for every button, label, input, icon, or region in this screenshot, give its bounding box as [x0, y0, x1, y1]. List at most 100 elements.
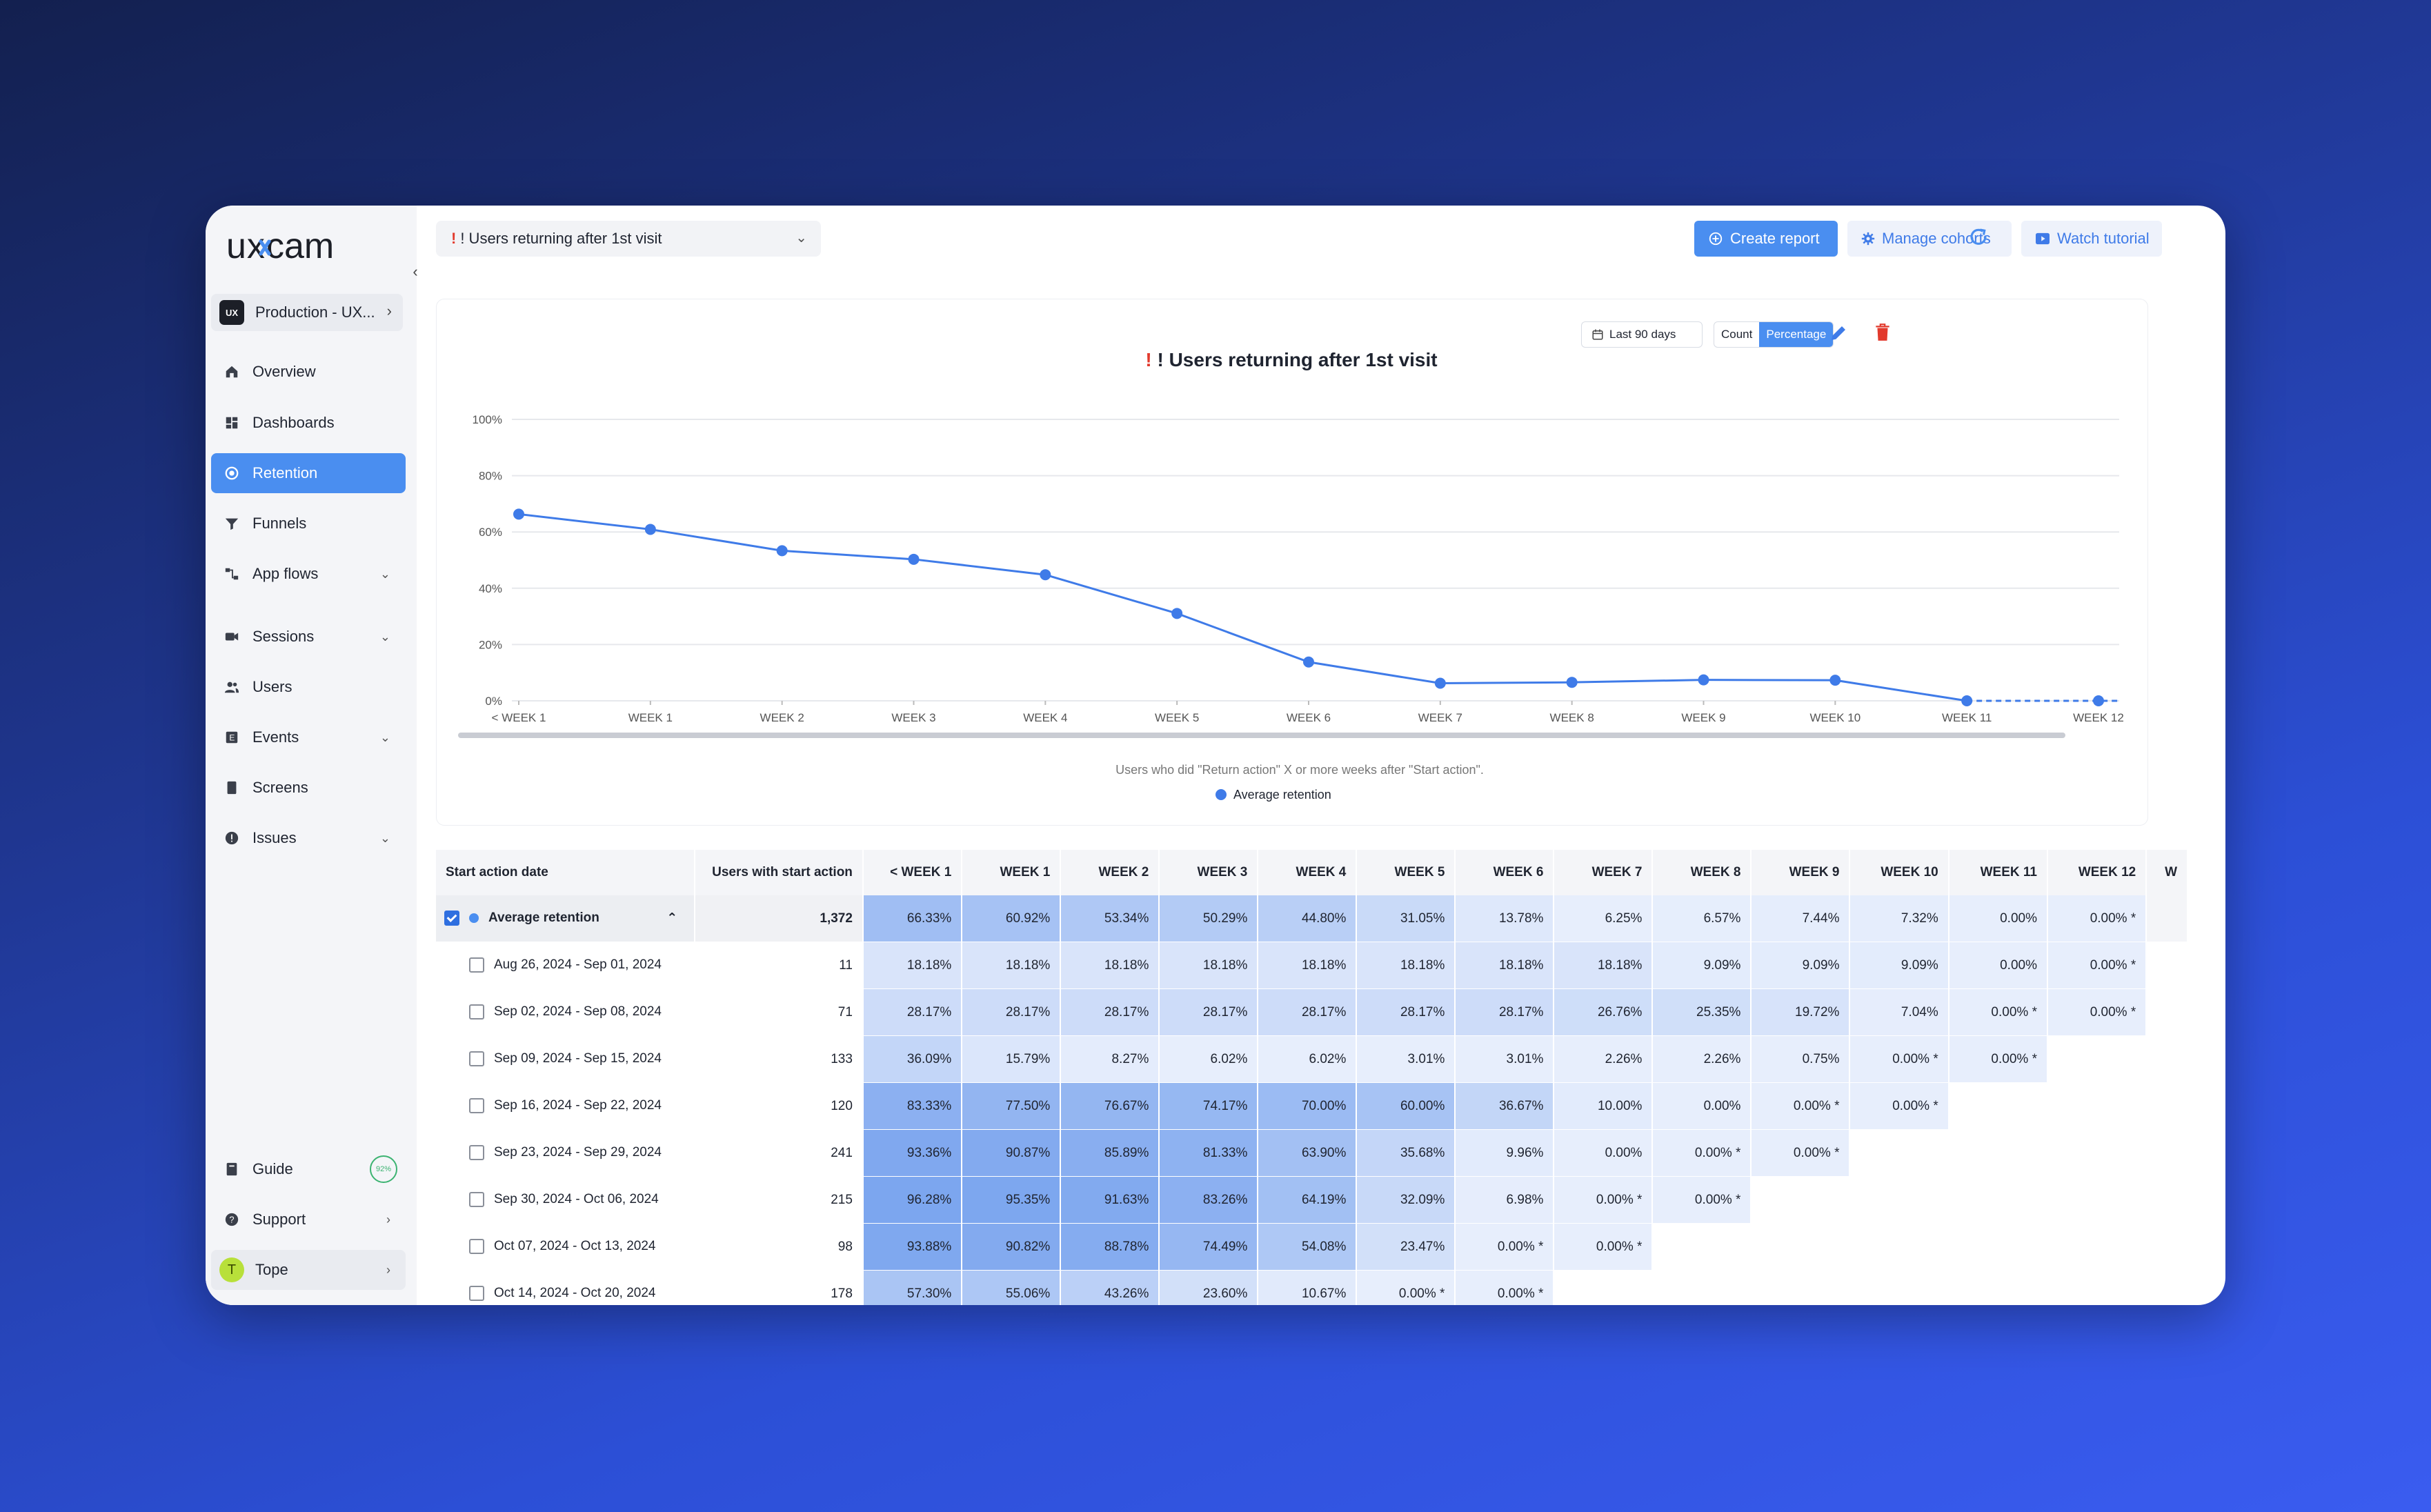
- retention-cell[interactable]: 6.25%: [1554, 895, 1654, 942]
- sidebar-item-users[interactable]: Users: [211, 667, 406, 707]
- retention-cell[interactable]: 6.02%: [1159, 1035, 1259, 1083]
- retention-cell[interactable]: 7.04%: [1849, 988, 1949, 1036]
- retention-cell[interactable]: 57.30%: [862, 1270, 963, 1305]
- row-checkbox[interactable]: [444, 911, 459, 926]
- retention-cell[interactable]: 88.78%: [1060, 1223, 1160, 1271]
- retention-cell[interactable]: 93.88%: [862, 1223, 963, 1271]
- retention-cell[interactable]: 9.09%: [1849, 942, 1949, 989]
- sidebar-item-issues[interactable]: Issues ⌄: [211, 818, 406, 858]
- row-checkbox[interactable]: [469, 1004, 484, 1020]
- retention-cell[interactable]: 0.00%: [1948, 942, 2048, 989]
- retention-cell[interactable]: 9.96%: [1455, 1129, 1555, 1177]
- retention-cell[interactable]: 76.67%: [1060, 1082, 1160, 1130]
- retention-cell[interactable]: 13.78%: [1455, 895, 1555, 942]
- column-header[interactable]: WEEK 6: [1455, 850, 1555, 895]
- retention-cell[interactable]: 83.26%: [1159, 1176, 1259, 1224]
- retention-cell[interactable]: 32.09%: [1356, 1176, 1456, 1224]
- column-header[interactable]: < WEEK 1: [862, 850, 963, 895]
- retention-cell[interactable]: 18.18%: [1258, 942, 1358, 989]
- retention-cell[interactable]: 0.75%: [1751, 1035, 1851, 1083]
- column-header[interactable]: WEEK 4: [1258, 850, 1358, 895]
- retention-cell[interactable]: 15.79%: [962, 1035, 1062, 1083]
- column-header[interactable]: W: [2146, 850, 2188, 895]
- retention-cell[interactable]: 28.17%: [1356, 988, 1456, 1036]
- column-header[interactable]: WEEK 10: [1849, 850, 1949, 895]
- table-row-average[interactable]: Average retention ⌃ 1,372 66.33% 60.92% 53.34…: [436, 895, 2188, 942]
- retention-cell[interactable]: 18.18%: [1455, 942, 1555, 989]
- retention-cell[interactable]: 81.33%: [1159, 1129, 1259, 1177]
- retention-cell[interactable]: 18.18%: [1060, 942, 1160, 989]
- retention-cell[interactable]: 70.00%: [1258, 1082, 1358, 1130]
- retention-cell[interactable]: 64.19%: [1258, 1176, 1358, 1224]
- table-row[interactable]: Sep 09, 2024 - Sep 15, 2024 133 36.09% 15.7…: [436, 1035, 2188, 1083]
- retention-cell[interactable]: 85.89%: [1060, 1129, 1160, 1177]
- retention-cell[interactable]: 93.36%: [862, 1129, 963, 1177]
- table-row[interactable]: Sep 30, 2024 - Oct 06, 2024 215 96.28% 95.3…: [436, 1176, 2188, 1224]
- retention-cell[interactable]: 6.98%: [1455, 1176, 1555, 1224]
- sidebar-item-events[interactable]: E Events ⌄: [211, 717, 406, 757]
- retention-cell[interactable]: 0.00% *: [1751, 1082, 1851, 1130]
- retention-cell[interactable]: 0.00% *: [1455, 1223, 1555, 1271]
- retention-cell[interactable]: 7.44%: [1751, 895, 1851, 942]
- column-header[interactable]: WEEK 3: [1159, 850, 1259, 895]
- retention-cell[interactable]: 31.05%: [1356, 895, 1456, 942]
- user-menu[interactable]: T Tope ›: [211, 1250, 406, 1290]
- retention-cell[interactable]: 0.00% *: [1751, 1129, 1851, 1177]
- retention-cell[interactable]: 18.18%: [862, 942, 963, 989]
- retention-cell[interactable]: 28.17%: [1258, 988, 1358, 1036]
- column-header[interactable]: Start action date: [436, 850, 696, 895]
- retention-cell[interactable]: 0.00% *: [1849, 1082, 1949, 1130]
- retention-cell[interactable]: 90.82%: [962, 1223, 1062, 1271]
- retention-cell[interactable]: 0.00% *: [1849, 1035, 1949, 1083]
- retention-cell[interactable]: 36.67%: [1455, 1082, 1555, 1130]
- row-checkbox[interactable]: [469, 1098, 484, 1114]
- row-checkbox[interactable]: [469, 1286, 484, 1302]
- retention-cell[interactable]: 18.18%: [1356, 942, 1456, 989]
- retention-cell[interactable]: 3.01%: [1356, 1035, 1456, 1083]
- refresh-icon[interactable]: [1966, 226, 1991, 251]
- retention-cell[interactable]: 8.27%: [1060, 1035, 1160, 1083]
- retention-cell[interactable]: 28.17%: [862, 988, 963, 1036]
- retention-cell[interactable]: 25.35%: [1652, 988, 1752, 1036]
- retention-cell[interactable]: 0.00%: [1948, 895, 2048, 942]
- chevron-up-icon[interactable]: ⌃: [666, 911, 678, 926]
- retention-cell[interactable]: 18.18%: [962, 942, 1062, 989]
- retention-cell[interactable]: 96.28%: [862, 1176, 963, 1224]
- retention-cell[interactable]: 0.00%: [1554, 1129, 1654, 1177]
- retention-cell[interactable]: 0.00% *: [1652, 1129, 1752, 1177]
- table-row[interactable]: Sep 02, 2024 - Sep 08, 2024 71 28.17% 28.17…: [436, 988, 2188, 1036]
- retention-cell[interactable]: 60.00%: [1356, 1082, 1456, 1130]
- report-selector[interactable]: ! ! Users returning after 1st visit ⌄: [436, 221, 821, 257]
- retention-cell[interactable]: 10.67%: [1258, 1270, 1358, 1305]
- retention-cell[interactable]: 2.26%: [1652, 1035, 1752, 1083]
- retention-cell[interactable]: 54.08%: [1258, 1223, 1358, 1271]
- retention-cell[interactable]: 74.17%: [1159, 1082, 1259, 1130]
- retention-cell[interactable]: 23.47%: [1356, 1223, 1456, 1271]
- retention-cell[interactable]: 18.18%: [1554, 942, 1654, 989]
- row-checkbox[interactable]: [469, 1051, 484, 1067]
- sidebar-item-overview[interactable]: Overview: [211, 352, 406, 392]
- sidebar-item-dashboards[interactable]: Dashboards: [211, 403, 406, 443]
- sidebar-item-guide[interactable]: Guide 92%: [211, 1149, 406, 1189]
- retention-cell[interactable]: 28.17%: [1159, 988, 1259, 1036]
- column-header[interactable]: WEEK 2: [1060, 850, 1160, 895]
- sidebar-item-funnels[interactable]: Funnels: [211, 504, 406, 544]
- retention-cell[interactable]: 0.00% *: [1356, 1270, 1456, 1305]
- create-report-button[interactable]: Create report: [1694, 221, 1838, 257]
- retention-cell[interactable]: 36.09%: [862, 1035, 963, 1083]
- retention-cell[interactable]: 0.00% *: [1554, 1176, 1654, 1224]
- row-checkbox[interactable]: [469, 957, 484, 973]
- retention-cell[interactable]: 53.34%: [1060, 895, 1160, 942]
- retention-cell[interactable]: 9.09%: [1652, 942, 1752, 989]
- retention-cell[interactable]: 95.35%: [962, 1176, 1062, 1224]
- retention-cell[interactable]: 0.00% *: [1652, 1176, 1752, 1224]
- workspace-selector[interactable]: UX Production - UX... ›: [211, 294, 403, 331]
- sidebar-item-retention[interactable]: Retention: [211, 453, 406, 493]
- retention-cell[interactable]: 28.17%: [1060, 988, 1160, 1036]
- retention-cell[interactable]: 19.72%: [1751, 988, 1851, 1036]
- retention-cell[interactable]: 0.00% *: [2047, 895, 2147, 942]
- column-header[interactable]: WEEK 9: [1751, 850, 1851, 895]
- retention-cell[interactable]: 91.63%: [1060, 1176, 1160, 1224]
- retention-cell[interactable]: 83.33%: [862, 1082, 963, 1130]
- retention-cell[interactable]: 3.01%: [1455, 1035, 1555, 1083]
